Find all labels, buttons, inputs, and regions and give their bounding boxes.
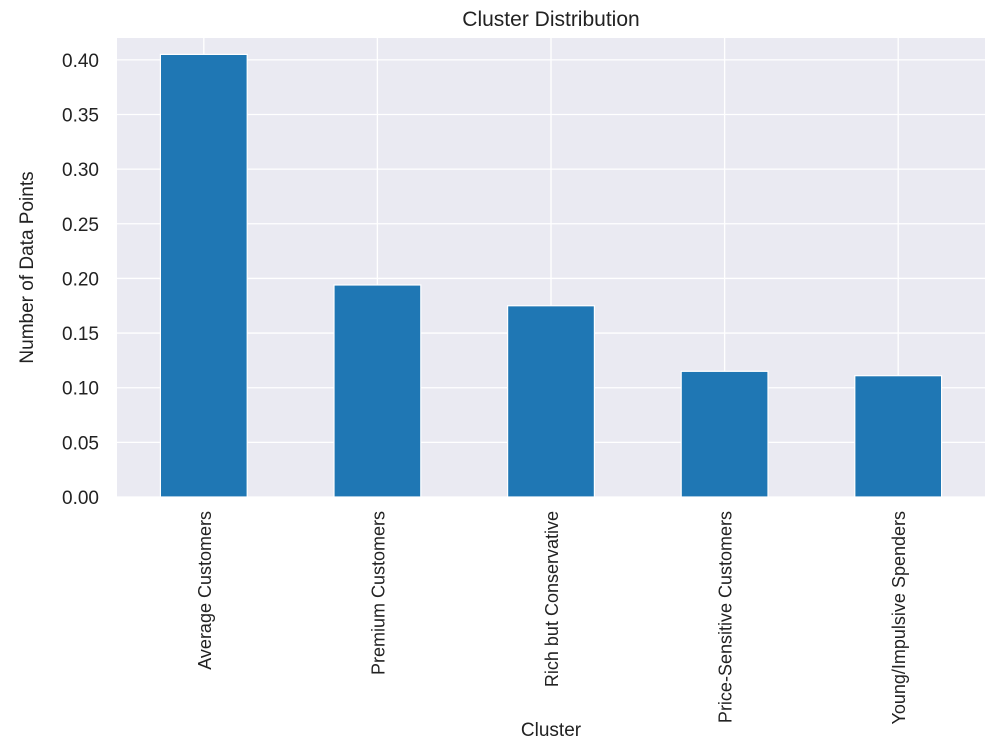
- x-tick-labels: Average Customers Premium Customers Rich b…: [195, 511, 909, 724]
- y-tick-label: 0.15: [62, 324, 99, 345]
- bar: [333, 284, 422, 498]
- y-tick-label: 0.30: [62, 160, 99, 181]
- y-tick-label: 0.25: [62, 215, 99, 236]
- y-tick-label: 0.00: [62, 488, 99, 509]
- bar: [159, 53, 248, 498]
- y-tick-label: 0.35: [62, 106, 99, 127]
- x-tick-label: Rich but Conservative: [542, 511, 562, 687]
- y-tick-label: 0.40: [62, 51, 99, 72]
- x-tick-label: Average Customers: [195, 511, 215, 670]
- y-axis-label: Number of Data Points: [17, 171, 38, 363]
- bar: [507, 305, 596, 498]
- x-axis-label: Cluster: [521, 720, 582, 741]
- y-tick-label: 0.10: [62, 379, 99, 400]
- x-tick-label: Price-Sensitive Customers: [716, 511, 736, 723]
- bars: [159, 53, 943, 498]
- x-tick-label: Premium Customers: [368, 511, 388, 675]
- y-tick-label: 0.20: [62, 269, 99, 290]
- x-tick-label: Young/Impulsive Spenders: [889, 511, 909, 724]
- y-tick-label: 0.05: [62, 433, 99, 454]
- y-tick-labels: 0.00 0.05 0.10 0.15 0.20 0.25 0.30 0.35 0.40: [62, 51, 99, 509]
- bar: [680, 370, 769, 498]
- bar: [854, 375, 943, 498]
- chart-title: Cluster Distribution: [462, 8, 639, 31]
